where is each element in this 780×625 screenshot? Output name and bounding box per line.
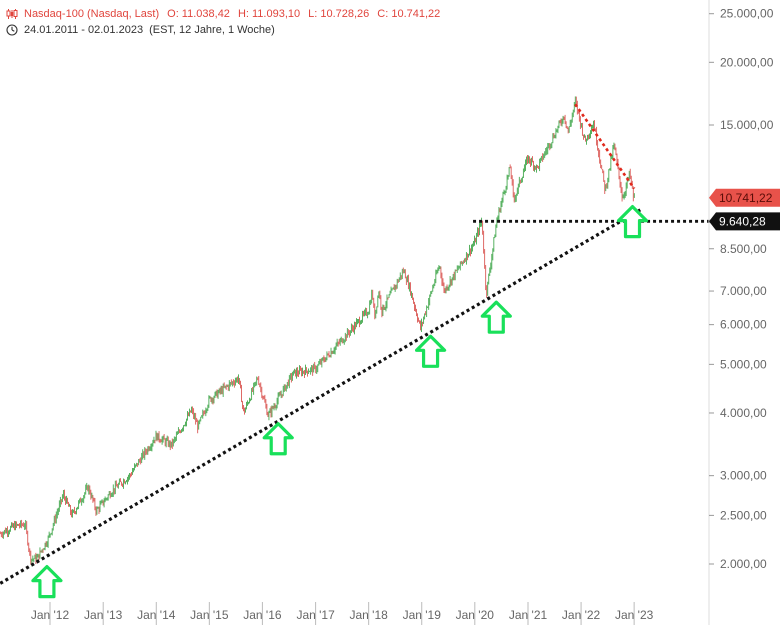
close-value: C: 10.741,22 — [377, 8, 441, 20]
y-tick-label: 3.000,00 — [720, 469, 767, 483]
high-value: H: 11.093,10 — [237, 8, 301, 20]
x-tick-label: Jan '16 — [243, 608, 282, 622]
y-tick-label: 4.000,00 — [720, 406, 767, 420]
y-tick-label: 15.000,00 — [720, 118, 774, 132]
last-price-badge — [709, 188, 780, 207]
x-tick-label: Jan '13 — [84, 608, 123, 622]
instrument-row: Nasdaq-100 (Nasdaq, Last) O: 11.038,42 H… — [6, 6, 440, 22]
x-tick-label: Jan '23 — [615, 608, 654, 622]
x-axis: Jan '12 Jan '13 Jan '14 Jan '15 Jan '16 Jan '… — [31, 602, 654, 625]
resistance-trendline — [574, 103, 636, 190]
y-tick-label: 2.500,00 — [720, 508, 767, 522]
chart-header: Nasdaq-100 (Nasdaq, Last) O: 11.038,42 H… — [6, 6, 440, 38]
y-tick-label: 7.000,00 — [720, 284, 767, 298]
last-price-label: 10.741,22 — [719, 191, 773, 205]
x-tick-label: Jan '20 — [456, 608, 495, 622]
support-price-badge — [709, 212, 780, 231]
y-tick-label: 6.000,00 — [720, 318, 767, 332]
x-tick-label: Jan '18 — [350, 608, 389, 622]
y-tick-label: 5.000,00 — [720, 357, 767, 371]
date-range[interactable]: 24.01.2011 - 02.01.2023 — [24, 24, 144, 36]
clock-icon[interactable] — [6, 24, 18, 36]
arrows — [31, 205, 649, 599]
x-tick-label: Jan '15 — [190, 608, 229, 622]
open-value: O: 11.038,42 — [167, 8, 230, 20]
interval-info: (EST, 12 Jahre, 1 Woche) — [149, 24, 275, 36]
x-tick-label: Jan '22 — [562, 608, 601, 622]
up-arrow-icon — [262, 422, 294, 456]
up-arrow-icon — [414, 334, 447, 368]
candles — [0, 96, 635, 567]
support-price-label: 9.640,28 — [719, 214, 766, 228]
x-tick-label: Jan '14 — [137, 608, 176, 622]
price-labels: 10.741,22 9.640,28 — [709, 188, 780, 231]
support-trendline — [0, 207, 643, 585]
instrument-title[interactable]: Nasdaq-100 (Nasdaq, Last) — [24, 8, 160, 20]
candlestick-icon[interactable] — [6, 8, 18, 20]
low-value: L: 10.728,26 — [308, 8, 370, 20]
up-arrow-icon — [480, 300, 512, 334]
period-row: 24.01.2011 - 02.01.2023 (EST, 12 Jahre, … — [6, 22, 440, 38]
up-arrow-icon — [31, 565, 63, 599]
y-tick-label: 20.000,00 — [720, 55, 774, 69]
trendlines — [0, 103, 780, 585]
x-tick-label: Jan '12 — [31, 608, 70, 622]
x-tick-label: Jan '21 — [509, 608, 548, 622]
y-tick-label: 25.000,00 — [720, 7, 774, 21]
up-arrow-icon — [616, 205, 649, 239]
x-tick-label: Jan '17 — [296, 608, 335, 622]
y-tick-label: 2.000,00 — [720, 557, 767, 571]
y-tick-label: 8.500,00 — [720, 242, 767, 256]
y-axis: 2.000,00 2.500,00 3.000,00 4.000,00 5.000,00… — [709, 7, 774, 571]
x-tick-label: Jan '19 — [403, 608, 442, 622]
